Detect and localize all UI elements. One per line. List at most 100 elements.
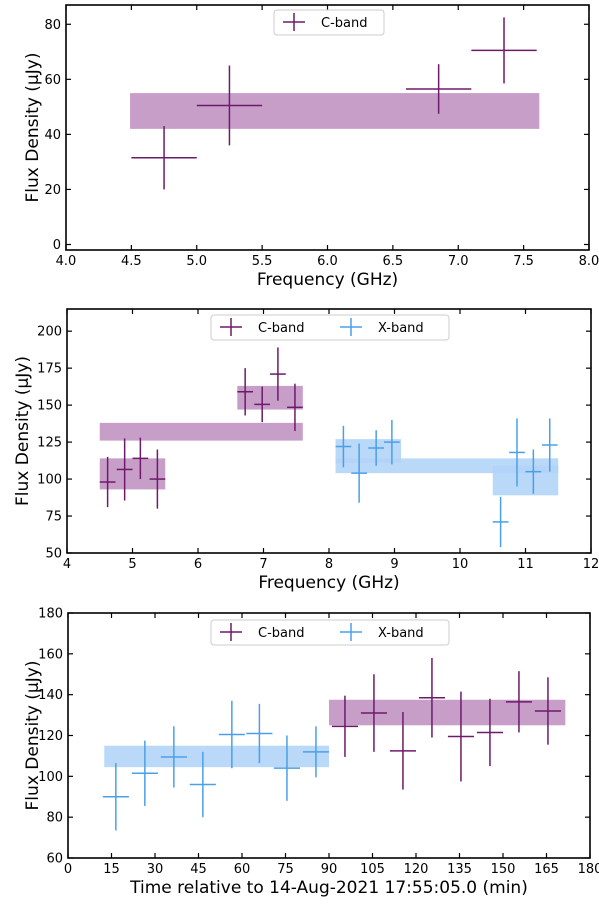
legend-entry-x-band: X-band: [340, 623, 424, 641]
legend-label: X-band: [378, 321, 424, 336]
chart-1: 4.0 4.5 5.0 5.5 6.0 6.5 7.0 7.5 8.0 0 20 40 60 80 Freq…: [23, 4, 599, 290]
y-tick-label: 150: [37, 399, 62, 414]
c-band-point-6: [254, 386, 271, 423]
x-tick-label: 4.5: [121, 254, 142, 269]
y-tick-label: 100: [38, 770, 63, 785]
x-band-point-3: [160, 726, 187, 788]
x-band-point-4: [384, 419, 400, 465]
y-axis-label: Flux Density (μJy): [23, 53, 43, 203]
c-band-point-1: [331, 695, 358, 757]
band-c-band-2: [99, 458, 166, 490]
x-tick-label: 180: [578, 862, 599, 877]
x-band-point-6: [246, 703, 273, 764]
legend: C-band X-band: [210, 314, 450, 341]
legend: C-band X-band: [210, 619, 450, 646]
y-tick-label: 50: [45, 547, 62, 562]
y-tick-label: 60: [44, 73, 61, 88]
x-tick-label: 9: [390, 557, 398, 572]
x-tick-label: 165: [534, 862, 559, 877]
c-band-point-8: [534, 677, 561, 745]
x-band-point-1: [335, 425, 352, 468]
x-tick-label: 8.0: [579, 254, 599, 269]
x-band-point-7: [273, 735, 300, 801]
c-band-point-2: [360, 674, 387, 752]
x-band-point-8: [302, 726, 329, 778]
c-band-point-5: [447, 691, 474, 782]
chart-2: 4 5 6 7 8 9 10 11 12 50 75 100 125 150 175 200 Frequency…: [13, 308, 599, 593]
legend-box: [210, 314, 450, 341]
y-axis-label: Flux Density (μJy): [13, 356, 33, 506]
x-tick-label: 11: [517, 557, 534, 572]
legend-label: C-band: [258, 321, 304, 336]
legend: C-band: [273, 9, 385, 36]
x-tick-label: 0: [64, 862, 72, 877]
c-band-point-4: [149, 449, 166, 509]
legend-entry-x-band: X-band: [340, 318, 424, 336]
x-tick-label: 120: [404, 862, 429, 877]
c-band-point-1: [131, 126, 197, 190]
c-band-point-2: [196, 65, 263, 146]
c-band-point-4: [471, 17, 537, 84]
x-tick-label: 7: [259, 557, 267, 572]
c-band-point-4: [418, 657, 445, 738]
band-c-band-3: [237, 385, 303, 410]
band-x-band-1: [104, 745, 329, 768]
c-band-point-1: [99, 456, 116, 508]
y-tick-label: 60: [46, 852, 63, 867]
legend-entry-c-band: C-band: [220, 623, 304, 641]
x-tick-label: 30: [147, 862, 164, 877]
c-band-point-3: [132, 437, 149, 480]
band-c-band-1: [130, 93, 540, 129]
x-band-point-4: [189, 751, 216, 818]
x-tick-label: 6: [194, 557, 202, 572]
x-tick-label: 6.5: [383, 254, 404, 269]
x-band-point-5: [218, 700, 245, 769]
x-tick-label: 60: [234, 862, 251, 877]
y-tick-label: 180: [38, 607, 63, 622]
x-tick-label: 5: [128, 557, 136, 572]
x-axis-label: Time relative to 14-Aug-2021 17:55:05.0 …: [129, 878, 528, 898]
y-tick-label: 40: [44, 128, 61, 143]
y-tick-label: 80: [44, 18, 61, 33]
x-tick-label: 150: [491, 862, 516, 877]
band-c-band-1: [99, 422, 303, 441]
y-tick-label: 200: [37, 325, 62, 340]
x-tick-label: 45: [190, 862, 207, 877]
c-band-point-3: [405, 64, 472, 114]
x-axis-label: Frequency (GHz): [258, 573, 399, 593]
x-band-point-3: [368, 430, 385, 466]
legend-label: C-band: [321, 16, 367, 31]
c-band-point-7: [505, 671, 532, 733]
x-tick-label: 12: [583, 557, 599, 572]
chart-3: 0 15 30 45 60 75 90 105 120 135 150 165 180 60 80 100 12…: [23, 607, 599, 899]
x-band-point-6: [509, 418, 525, 487]
y-tick-label: 175: [37, 362, 62, 377]
x-tick-label: 135: [447, 862, 472, 877]
y-tick-label: 125: [37, 436, 62, 451]
band-x-band-6: [492, 465, 559, 496]
legend-entry-c-band: C-band: [283, 13, 367, 31]
band-x-band-5: [335, 439, 402, 463]
c-band-point-8: [287, 383, 303, 431]
c-band-point-5: [237, 368, 254, 416]
legend-label: X-band: [378, 626, 424, 641]
x-axis-label: Frequency (GHz): [257, 270, 398, 290]
x-tick-label: 15: [103, 862, 120, 877]
legend-label: C-band: [258, 626, 304, 641]
legend-entry-c-band: C-band: [220, 318, 304, 336]
y-tick-label: 120: [38, 729, 63, 744]
x-tick-label: 75: [277, 862, 294, 877]
x-tick-label: 105: [360, 862, 385, 877]
c-band-point-7: [270, 347, 286, 401]
x-band-point-5: [492, 496, 509, 548]
x-tick-label: 90: [321, 862, 338, 877]
x-tick-label: 5.0: [186, 254, 207, 269]
c-band-point-3: [389, 712, 416, 790]
y-axis-label: Flux Density (μJy): [23, 661, 43, 811]
c-band-point-6: [476, 698, 503, 767]
x-band-point-1: [102, 763, 129, 831]
x-tick-label: 4.0: [56, 254, 77, 269]
x-band-point-2: [131, 740, 158, 806]
x-band-point-2: [351, 443, 367, 503]
